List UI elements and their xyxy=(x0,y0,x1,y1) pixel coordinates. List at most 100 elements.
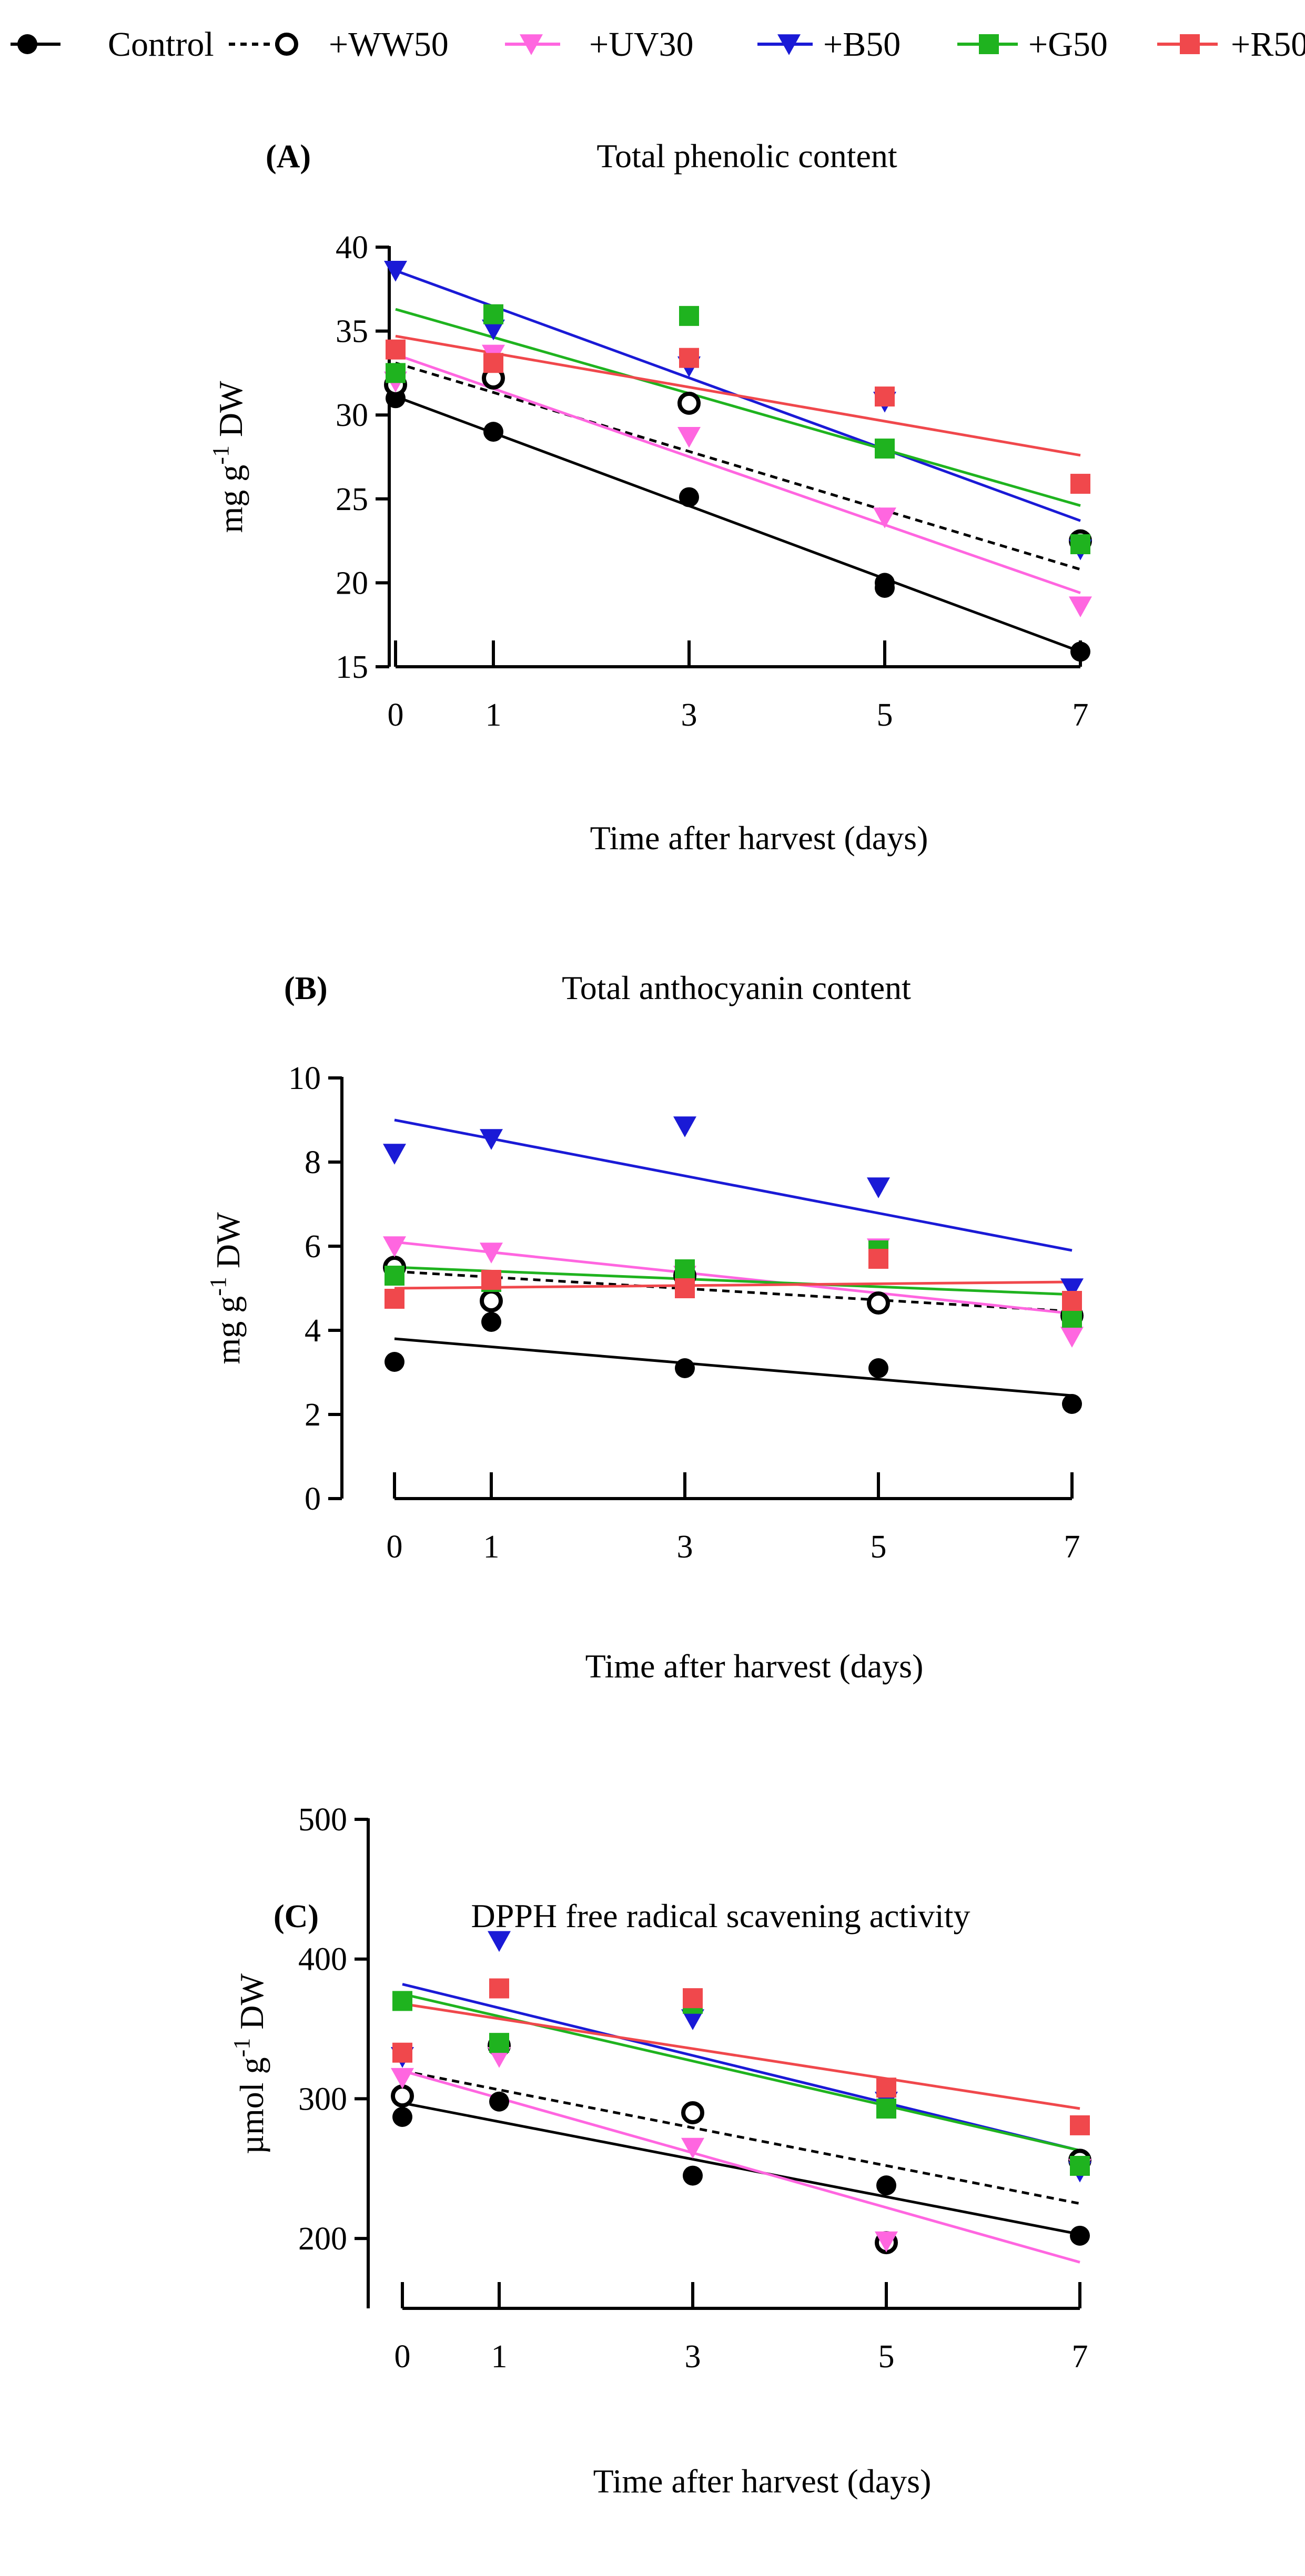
series-control xyxy=(392,2091,1090,2246)
legend-marker xyxy=(979,34,999,54)
fit-line-ww50 xyxy=(402,2069,1080,2205)
point-uv30 xyxy=(1069,596,1092,617)
fit-line-uv30 xyxy=(395,353,1081,594)
x-tick-label: 1 xyxy=(485,697,502,733)
point-b50 xyxy=(681,2009,704,2030)
legend-item-uv30: +UV30 xyxy=(505,25,694,64)
point-control xyxy=(868,1358,888,1378)
panel-c: (C) DPPH free radical scavening activity 2… xyxy=(229,1802,1091,2500)
x-tick-label: 5 xyxy=(871,1529,887,1565)
point-control xyxy=(392,2106,412,2127)
point-uv30 xyxy=(480,1243,503,1264)
fit-line-uv30 xyxy=(402,2069,1080,2264)
point-ww50 xyxy=(867,1291,890,1315)
y-tick-label: 500 xyxy=(298,1802,347,1838)
legend-marker xyxy=(17,34,37,54)
point-ww50 xyxy=(391,2084,414,2108)
point-uv30 xyxy=(677,426,701,448)
point-b50 xyxy=(482,319,505,341)
series-r50 xyxy=(385,1249,1082,1311)
series-r50 xyxy=(386,339,1090,494)
point-control xyxy=(483,422,503,442)
fit-line-g50 xyxy=(402,1992,1080,2152)
fit-line-r50 xyxy=(394,1280,1073,1290)
point-control xyxy=(1070,2225,1090,2246)
point-g50 xyxy=(392,1991,412,2011)
y-axis-title-main: mg g xyxy=(212,465,249,533)
point-b50 xyxy=(488,1931,511,1952)
point-g50 xyxy=(483,304,503,324)
legend-item-control: Control xyxy=(11,25,214,64)
legend-label: +UV30 xyxy=(589,25,694,64)
panel-b: (B) Total anthocyanin content 0 2 4 6 8 10 0 1 3 5 7… xyxy=(205,969,1084,1685)
y-tick-label: 4 xyxy=(305,1313,321,1349)
x-tick-label: 0 xyxy=(394,2339,411,2375)
fit-line-g50 xyxy=(395,308,1081,507)
point-uv30 xyxy=(873,507,896,528)
series-control xyxy=(385,1312,1082,1414)
x-tick-label: 5 xyxy=(877,697,893,733)
point-uv30 xyxy=(875,2231,898,2253)
point-g50 xyxy=(876,2099,896,2119)
point-b50 xyxy=(480,1129,503,1150)
y-axis-title-sup: -1 xyxy=(205,1277,231,1296)
point-r50 xyxy=(675,1278,695,1298)
legend-marker xyxy=(275,33,298,56)
point-g50 xyxy=(1070,534,1090,554)
y-tick-label: 6 xyxy=(305,1229,321,1265)
y-axis-title: µmol g-1 DW xyxy=(229,1973,270,2154)
y-tick-label: 25 xyxy=(336,482,368,517)
point-r50 xyxy=(679,348,699,368)
point-g50 xyxy=(489,2033,509,2053)
point-r50 xyxy=(876,2078,896,2098)
series-uv30 xyxy=(391,2047,1091,2253)
series-g50 xyxy=(386,304,1090,554)
point-control xyxy=(876,2175,896,2196)
y-axis-title: mg g-1 DW xyxy=(208,381,249,533)
panel-letter: (B) xyxy=(284,971,328,1006)
point-uv30 xyxy=(391,2068,414,2089)
fit-line-r50 xyxy=(402,2002,1080,2110)
point-b50 xyxy=(673,1116,696,1137)
fit-line-uv30 xyxy=(394,1240,1073,1315)
y-tick-label: 10 xyxy=(288,1061,321,1096)
point-g50 xyxy=(875,439,895,459)
x-axis-title: Time after harvest (days) xyxy=(593,2462,932,2500)
point-ww50 xyxy=(480,1289,503,1312)
x-tick-label: 0 xyxy=(387,1529,403,1565)
series-r50 xyxy=(392,1978,1090,2135)
y-tick-label: 30 xyxy=(336,398,368,433)
point-b50 xyxy=(1060,1278,1084,1299)
y-tick-label: 40 xyxy=(336,230,368,266)
point-control xyxy=(481,1312,501,1332)
legend-label: +R50 xyxy=(1231,25,1305,64)
series-b50 xyxy=(383,1116,1084,1299)
y-axis-title-main: mg g xyxy=(209,1296,247,1365)
y-tick-label: 8 xyxy=(305,1145,321,1180)
point-control xyxy=(385,1352,404,1372)
point-control xyxy=(875,577,895,598)
x-tick-label: 3 xyxy=(681,697,697,733)
point-g50 xyxy=(386,363,406,383)
point-r50 xyxy=(683,1988,703,2009)
point-control xyxy=(1062,1394,1082,1414)
y-tick-label: 0 xyxy=(305,1481,321,1517)
series-control xyxy=(386,388,1090,662)
point-r50 xyxy=(385,1289,404,1309)
fit-line-r50 xyxy=(395,334,1081,457)
legend-item-b50: +B50 xyxy=(757,25,901,64)
y-tick-label: 400 xyxy=(298,1942,347,1978)
y-tick-label: 2 xyxy=(305,1397,321,1433)
point-control xyxy=(1070,642,1090,662)
legend-item-ww50: +WW50 xyxy=(229,25,449,64)
legend-item-r50: +R50 xyxy=(1157,25,1305,64)
point-control xyxy=(679,487,699,507)
x-tick-label: 1 xyxy=(483,1529,500,1565)
point-b50 xyxy=(867,1177,890,1198)
x-axis-title: Time after harvest (days) xyxy=(590,819,928,857)
point-b50 xyxy=(383,1144,406,1165)
legend-item-g50: +G50 xyxy=(957,25,1108,64)
point-control xyxy=(489,2091,509,2112)
point-g50 xyxy=(679,306,699,326)
